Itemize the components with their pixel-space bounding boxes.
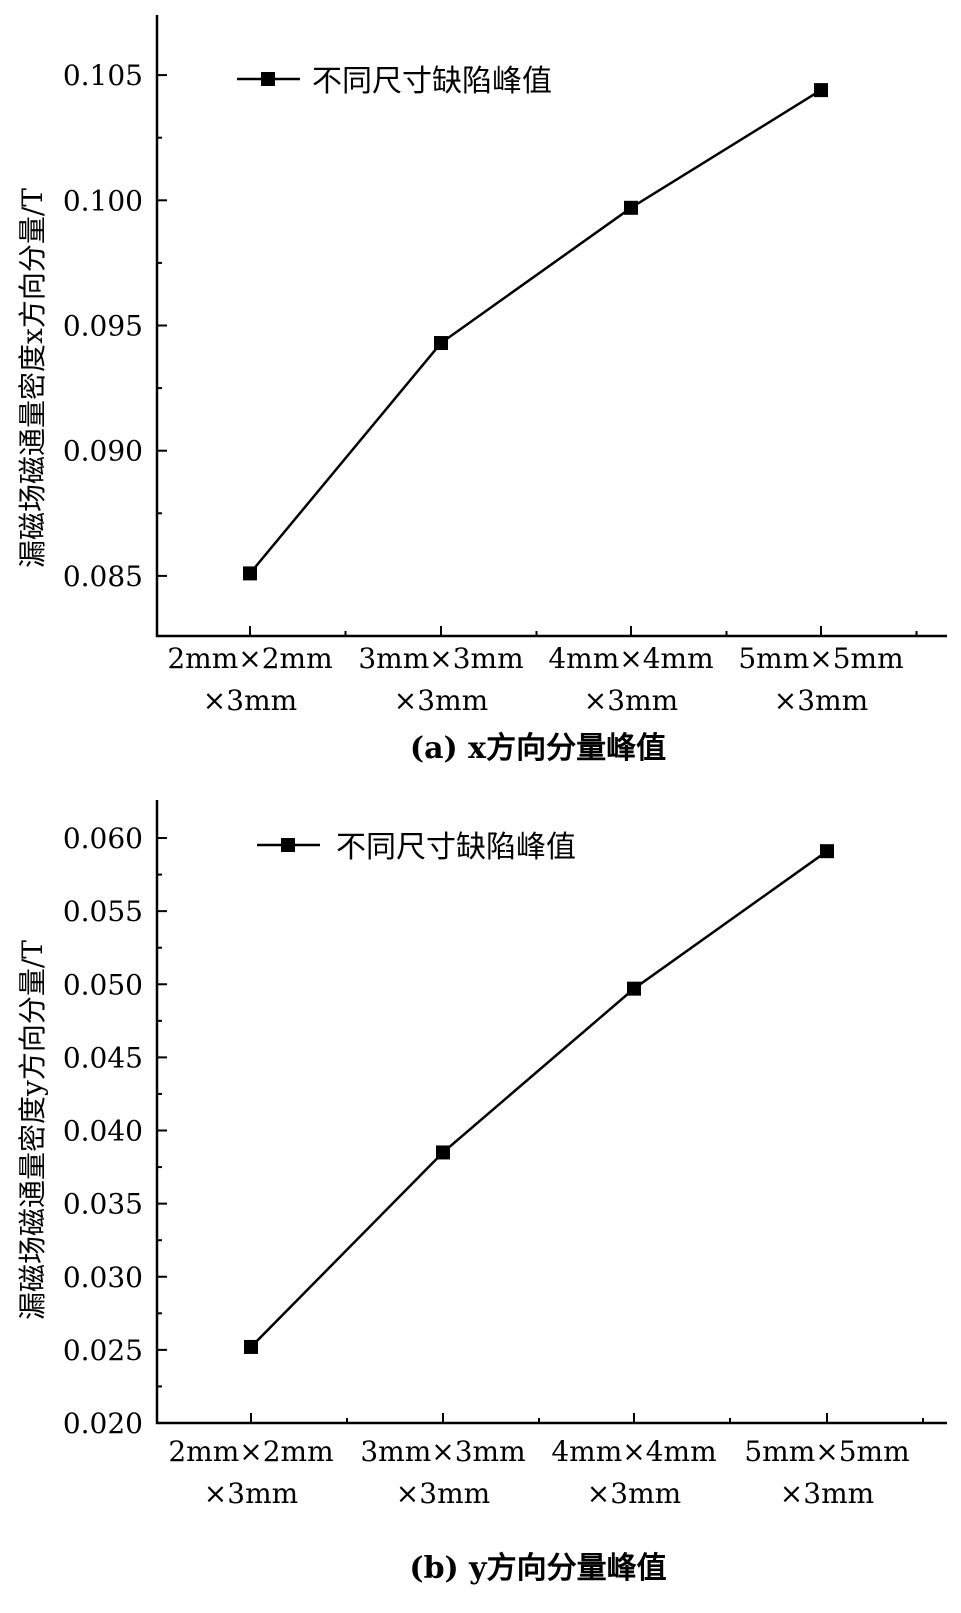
series-line	[250, 850, 828, 1348]
data-point	[434, 336, 448, 351]
legend-a: 不同尺寸缺陷峰值	[237, 64, 552, 99]
panel-a: 0.085 0.090 0.095 0.100 0.105 2mm×2mm ×3mm 3mm×…	[16, 15, 947, 766]
x-tick-label: 2mm×2mm	[167, 642, 332, 675]
series-a	[243, 83, 828, 581]
caption-a: (a) x方向分量峰值	[410, 731, 666, 766]
y-tick-label: 0.025	[63, 1334, 143, 1367]
ticks-b: 0.020 0.025 0.030 0.035 0.040 0.045 0.050 0.055…	[63, 822, 924, 1510]
y-axis-label-b: 漏磁场磁通量密度y方向分量/T	[16, 940, 49, 1320]
y-tick-label: 0.085	[63, 560, 143, 593]
x-tick-label: 3mm×3mm	[358, 642, 523, 675]
data-point	[627, 981, 641, 996]
y-tick-label: 0.095	[63, 310, 143, 343]
x-tick-label: ×3mm	[394, 684, 488, 717]
y-tick-label: 0.035	[63, 1188, 143, 1221]
x-tick-label: ×3mm	[587, 1477, 681, 1510]
x-tick-label: ×3mm	[584, 684, 678, 717]
axis-frame-b	[155, 800, 947, 1425]
x-tick-label: 5mm×5mm	[738, 642, 903, 675]
x-tick-label: ×3mm	[396, 1477, 490, 1510]
series-b	[244, 844, 834, 1354]
y-tick-label: 0.045	[63, 1041, 143, 1074]
x-tick-label: ×3mm	[204, 1477, 298, 1510]
legend-label-b: 不同尺寸缺陷峰值	[336, 830, 576, 865]
x-tick-label: ×3mm	[203, 684, 297, 717]
x-tick-label: ×3mm	[774, 684, 868, 717]
y-tick-label: 0.105	[63, 59, 143, 92]
legend-b: 不同尺寸缺陷峰值	[257, 830, 576, 865]
y-tick-label: 0.040	[63, 1115, 143, 1148]
ticks-a: 0.085 0.090 0.095 0.100 0.105 2mm×2mm ×3mm 3mm×…	[63, 59, 918, 717]
data-point	[624, 200, 638, 215]
legend-marker-a	[261, 72, 275, 86]
axis-frame-a	[155, 15, 947, 638]
y-tick-label: 0.020	[63, 1407, 143, 1440]
y-tick-label: 0.055	[63, 895, 143, 928]
caption-b: (b) y方向分量峰值	[409, 1551, 666, 1586]
legend-marker-b	[281, 838, 295, 852]
legend-label-a: 不同尺寸缺陷峰值	[312, 64, 552, 99]
data-point	[814, 83, 828, 98]
x-tick-label: 4mm×4mm	[551, 1435, 716, 1468]
x-tick-label: 2mm×2mm	[168, 1435, 333, 1468]
y-tick-label: 0.030	[63, 1261, 143, 1294]
x-tick-label: 3mm×3mm	[360, 1435, 525, 1468]
data-point	[820, 844, 834, 859]
y-tick-label: 0.100	[63, 184, 143, 217]
y-tick-label: 0.060	[63, 822, 143, 855]
y-tick-label: 0.090	[63, 435, 143, 468]
data-point	[436, 1145, 450, 1160]
series-line	[249, 89, 822, 575]
x-tick-label: 4mm×4mm	[548, 642, 713, 675]
data-point	[244, 1339, 258, 1354]
y-axis-label-a: 漏磁场磁通量密度x方向分量/T	[16, 188, 49, 568]
data-point	[243, 566, 257, 581]
y-tick-label: 0.050	[63, 968, 143, 1001]
x-tick-label: ×3mm	[780, 1477, 874, 1510]
x-tick-label: 5mm×5mm	[744, 1435, 909, 1468]
panel-b: 0.020 0.025 0.030 0.035 0.040 0.045 0.050 0.055…	[16, 800, 947, 1586]
